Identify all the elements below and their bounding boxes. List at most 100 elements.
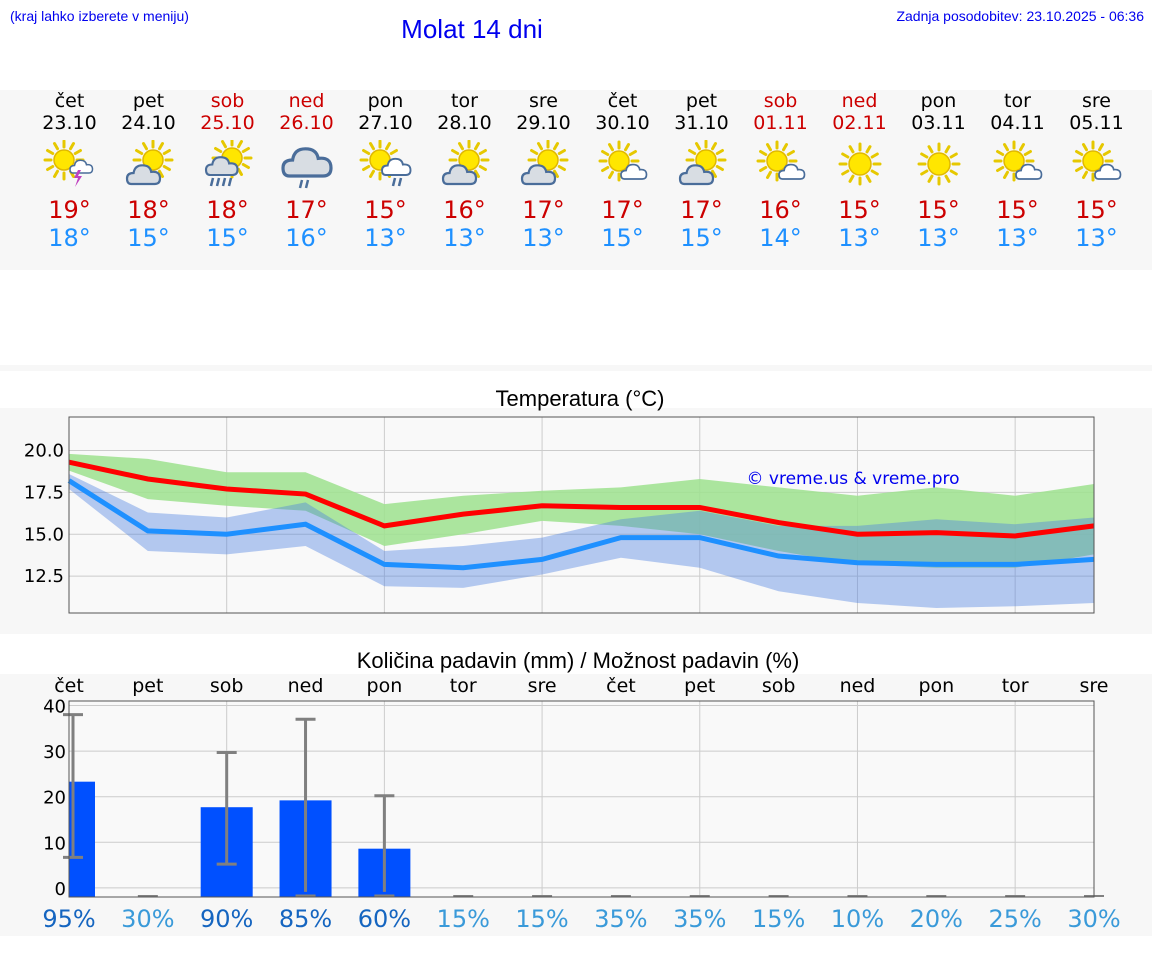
min-temp-range-band <box>69 473 1094 608</box>
precip-probability: 15% <box>752 905 805 933</box>
separator <box>0 365 1152 371</box>
temp-min: 13° <box>838 224 881 252</box>
precip-error-bar <box>216 751 237 866</box>
daily-forecast-panel <box>0 90 1152 270</box>
day-date: 24.10 <box>121 112 176 134</box>
precip-probability: 25% <box>988 905 1041 933</box>
y-tick-label: 10 <box>43 833 66 854</box>
day-column: čet 23.10 19° 18° <box>30 90 109 252</box>
precipitation-chart-title: Količina padavin (mm) / Možnost padavin … <box>356 648 800 673</box>
temp-max: 18° <box>206 196 249 224</box>
day-column: ned 02.11 15° 13° <box>820 90 899 252</box>
day-date: 26.10 <box>279 112 334 134</box>
day-name: ned <box>288 90 325 112</box>
sun-cloud-icon <box>520 140 568 186</box>
day-date: 03.11 <box>911 112 966 134</box>
day-column: tor 28.10 16° 13° <box>425 90 504 252</box>
location-hint: (kraj lahko izberete v meniju) <box>10 8 189 24</box>
day-date: 29.10 <box>516 112 571 134</box>
temp-min: 15° <box>601 224 644 252</box>
day-name: sre <box>1082 90 1111 112</box>
precip-probability: 90% <box>200 905 253 933</box>
day-date: 31.10 <box>674 112 729 134</box>
day-date: 04.11 <box>990 112 1045 134</box>
day-date: 25.10 <box>200 112 255 134</box>
temp-max: 15° <box>1075 196 1118 224</box>
x-tick-label: čet <box>606 675 636 697</box>
sun-cloud-rain-icon <box>204 140 252 187</box>
cloud-glyph <box>619 163 647 180</box>
y-tick-label: 20.0 <box>24 441 64 462</box>
sun-small-cloud-icon <box>993 140 1042 182</box>
temp-max: 18° <box>127 196 170 224</box>
day-column: pon 27.10 15° 13° <box>346 90 425 252</box>
cloud-glyph <box>777 163 805 180</box>
sun-small-cloud-icon <box>756 140 805 182</box>
day-name: ned <box>841 90 878 112</box>
temp-min: 15° <box>680 224 723 252</box>
temp-min: 18° <box>48 224 91 252</box>
temperature-chart-title: Temperatura (°C) <box>495 386 665 411</box>
y-tick-label: 15.0 <box>24 524 64 545</box>
temp-max: 17° <box>522 196 565 224</box>
day-date: 23.10 <box>42 112 97 134</box>
day-name: sre <box>529 90 558 112</box>
cloud-glyph <box>520 164 556 186</box>
y-tick-label: 0 <box>55 879 66 900</box>
cloud-glyph <box>1093 163 1121 180</box>
y-tick-label: 17.5 <box>24 482 64 503</box>
temp-min: 15° <box>127 224 170 252</box>
x-tick-label: sre <box>528 675 557 697</box>
sun-small-cloud-icon <box>1072 140 1121 182</box>
temp-max: 15° <box>364 196 407 224</box>
temp-min: 13° <box>522 224 565 252</box>
temp-max: 15° <box>838 196 881 224</box>
precip-probability: 35% <box>594 905 647 933</box>
cloud-glyph <box>204 156 239 177</box>
x-tick-label: sre <box>1080 675 1109 697</box>
day-name: pon <box>367 90 404 112</box>
page-title: Molat 14 dni <box>401 14 543 44</box>
sun-cloud-icon <box>678 140 726 186</box>
day-column: ned 26.10 17° 16° <box>267 90 346 252</box>
cloud-glyph <box>1014 163 1042 180</box>
day-name: pet <box>685 90 718 112</box>
day-column: sob 01.11 16° 14° <box>741 90 820 252</box>
y-tick-label: 40 <box>43 697 66 718</box>
precip-error-bar <box>295 717 316 898</box>
precip-probability: 15% <box>515 905 568 933</box>
x-tick-label: sob <box>762 675 796 697</box>
day-name: pon <box>920 90 957 112</box>
y-tick-label: 20 <box>43 788 66 809</box>
x-tick-label: čet <box>54 675 84 697</box>
temp-max: 16° <box>443 196 486 224</box>
x-tick-label: pet <box>684 675 715 697</box>
day-name: čet <box>54 90 85 112</box>
y-tick-label: 30 <box>43 742 66 763</box>
sun-glyph <box>838 142 881 186</box>
day-date: 02.11 <box>832 112 887 134</box>
day-column: sre 05.11 15° 13° <box>1057 90 1136 252</box>
precip-probability: 85% <box>279 905 332 933</box>
precip-probability: 30% <box>121 905 174 933</box>
temp-max: 17° <box>601 196 644 224</box>
temp-min: 13° <box>1075 224 1118 252</box>
day-name: čet <box>607 90 638 112</box>
day-date: 01.11 <box>753 112 808 134</box>
sun-small-cloud-icon <box>598 140 647 182</box>
precip-probability: 15% <box>437 905 490 933</box>
day-column: sob 25.10 18° 15° <box>188 90 267 252</box>
cloud-glyph <box>380 157 411 176</box>
precipitation-chart: 40 30 20 10 0 čet pet sob ned pon tor sre čet pet sob n… <box>42 675 1120 933</box>
day-date: 30.10 <box>595 112 650 134</box>
temp-max: 15° <box>917 196 960 224</box>
cloud-glyph <box>441 164 477 186</box>
plot-frame <box>68 700 1095 898</box>
max-temp-line <box>68 459 1095 539</box>
x-tick-label: pon <box>918 675 954 697</box>
temp-min: 13° <box>364 224 407 252</box>
sun-thunderstorm-icon <box>43 140 93 187</box>
plot-frame <box>68 416 1095 614</box>
sun-glyph <box>756 140 797 182</box>
precip-error-bar <box>63 713 83 859</box>
